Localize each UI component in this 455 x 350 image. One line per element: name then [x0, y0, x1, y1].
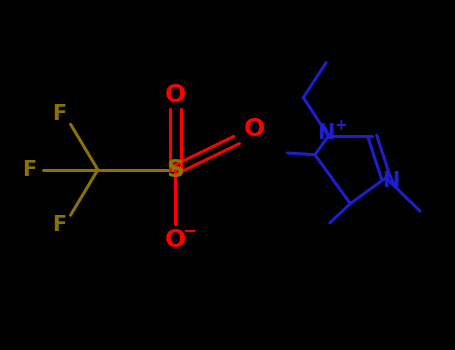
Text: F: F [22, 160, 37, 180]
Text: S: S [166, 158, 184, 182]
Text: F: F [52, 215, 66, 235]
Text: N: N [382, 170, 399, 191]
Text: F: F [52, 104, 66, 125]
Text: O: O [165, 228, 186, 252]
Text: +: + [335, 118, 348, 133]
Text: −: − [182, 221, 196, 239]
Text: O: O [165, 83, 186, 106]
Text: O: O [244, 118, 265, 141]
Text: N: N [318, 123, 335, 143]
